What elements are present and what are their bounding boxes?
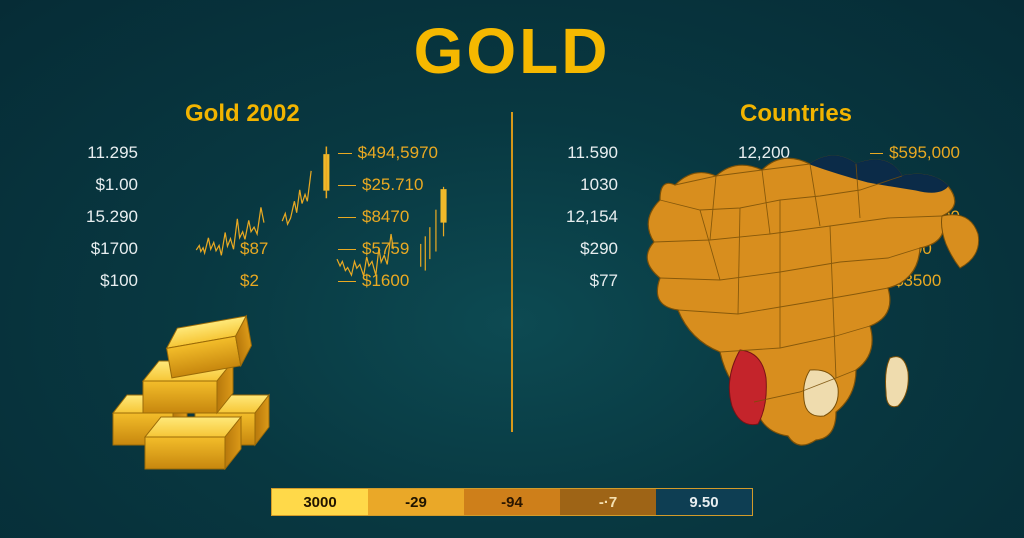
right-values-col1: 11.590 1030 12,154 $290 $77 [548, 140, 618, 294]
legend-cell: 9.50 [656, 489, 752, 515]
val: 11.295 [87, 143, 138, 163]
gold-bars-icon [105, 295, 315, 470]
legend-cell: -29 [368, 489, 464, 515]
val: 11.590 [567, 143, 618, 163]
price-chart [150, 145, 505, 320]
legend-cell: 3000 [272, 489, 368, 515]
left-values-col1: 11.295 $1.00 15.290 $1700 $100 [48, 140, 138, 294]
val: $290 [580, 239, 618, 259]
val: 15.290 [86, 207, 138, 227]
right-section-title: Countries [740, 100, 852, 128]
legend: 3000 -29 -94 -·7 9.50 [271, 488, 753, 516]
legend-cell: -·7 [560, 489, 656, 515]
main-title: GOLD [414, 14, 611, 88]
val: 12,154 [566, 207, 618, 227]
center-divider [511, 112, 513, 432]
left-section-title: Gold 2002 [185, 100, 300, 128]
val: $100 [100, 271, 138, 291]
legend-cell: -94 [464, 489, 560, 515]
val: 1030 [580, 175, 618, 195]
val: $77 [590, 271, 618, 291]
val: $1700 [91, 239, 138, 259]
africa-map [620, 130, 990, 460]
val: $1.00 [95, 175, 138, 195]
